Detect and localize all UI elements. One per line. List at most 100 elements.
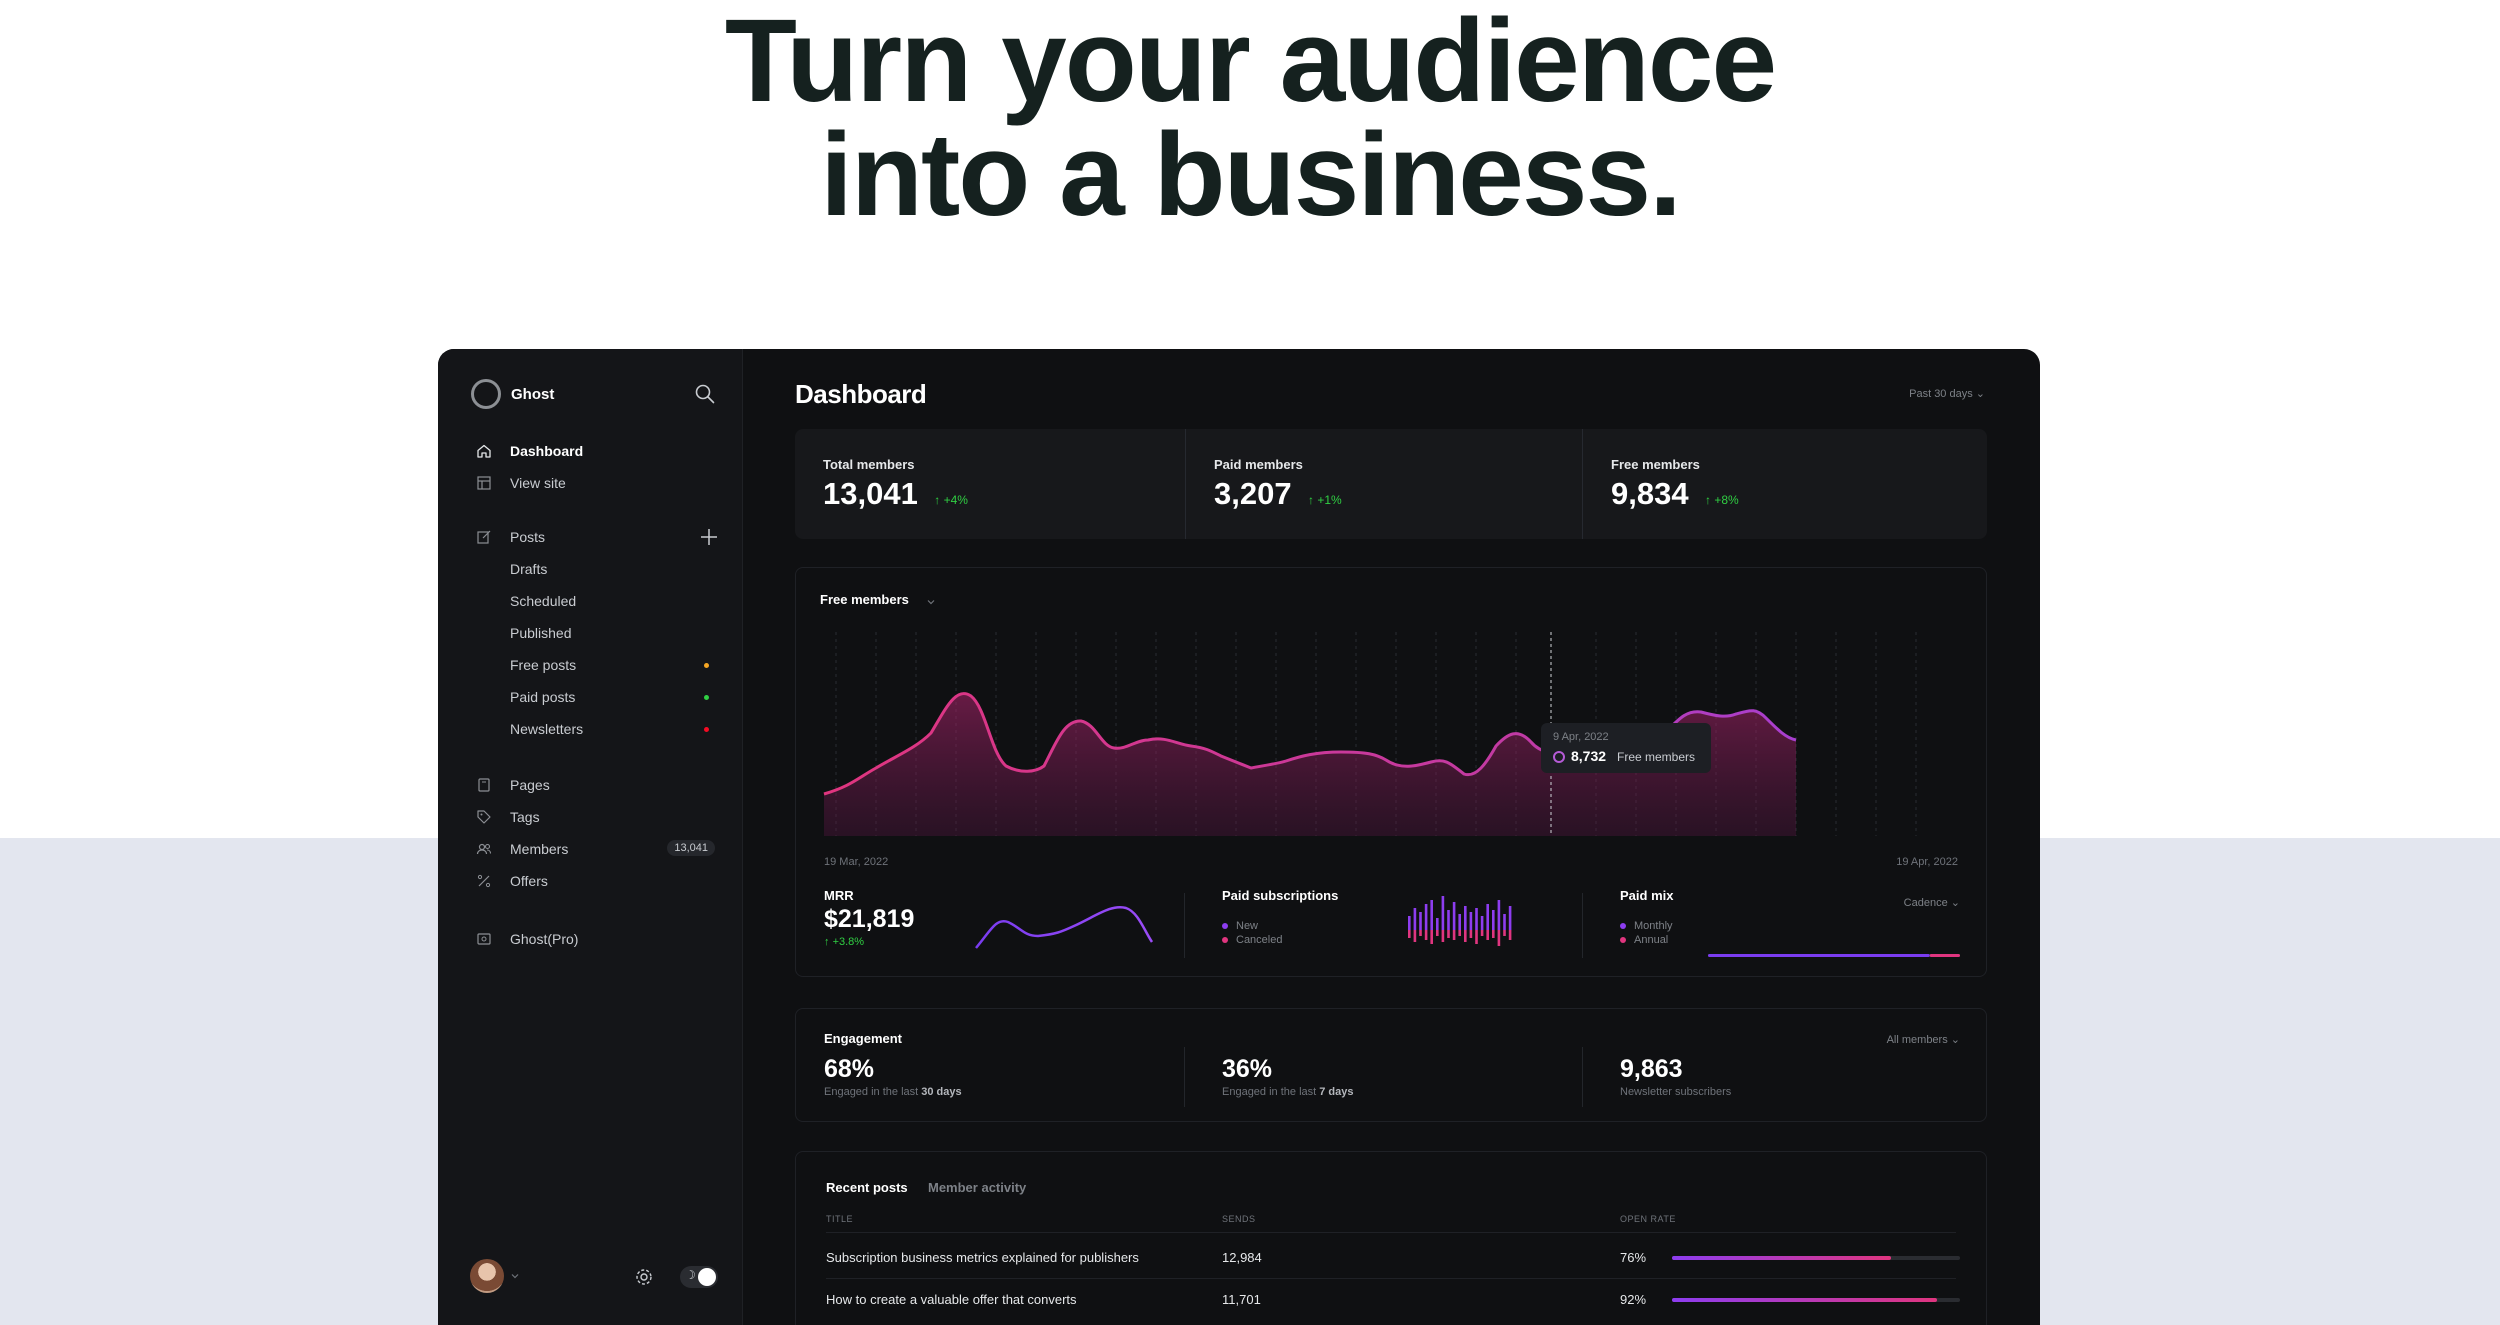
sidebar-item-label: Ghost(Pro) xyxy=(510,931,579,947)
column-header-open-rate: OPEN RATE xyxy=(1620,1214,1676,1224)
stat-delta-value: +4% xyxy=(943,493,968,507)
caption-text: Engaged in the last xyxy=(1222,1086,1320,1098)
newsletter-subscribers[interactable]: 9,863 Newsletter subscribers xyxy=(1620,1055,1731,1098)
engagement-value: 9,863 xyxy=(1620,1055,1683,1083)
sidebar-item-free-posts[interactable]: Free posts xyxy=(476,649,721,681)
sidebar-item-view-site[interactable]: View site xyxy=(476,467,721,499)
chevron-down-icon[interactable] xyxy=(510,1271,520,1281)
sidebar-item-pages[interactable]: Pages xyxy=(476,769,721,801)
sidebar-item-ghost-pro[interactable]: Ghost(Pro) xyxy=(476,923,721,955)
cadence-label: Cadence xyxy=(1903,897,1948,909)
date-range-label: Past 30 days xyxy=(1909,388,1973,400)
cadence-select[interactable]: Cadence ⌄ xyxy=(1904,896,1960,909)
caption-bold: 7 days xyxy=(1319,1086,1354,1098)
subs-bar-new xyxy=(1447,910,1450,930)
legend-label: Monthly xyxy=(1634,920,1673,932)
date-range-select[interactable]: Past 30 days ⌄ xyxy=(1909,387,1985,400)
engagement-value: 36% xyxy=(1222,1055,1273,1083)
sidebar-item-members[interactable]: Members 13,041 xyxy=(476,833,721,865)
ghost-pro-icon xyxy=(477,933,491,945)
home-icon xyxy=(477,444,491,458)
free-members-chart[interactable] xyxy=(796,568,1988,978)
open-rate-bar xyxy=(1672,1256,1960,1260)
divider xyxy=(1184,1047,1185,1107)
sidebar-item-posts[interactable]: Posts xyxy=(476,521,721,553)
paid-subscriptions-metric[interactable]: Paid subscriptions New Canceled xyxy=(1222,888,1338,960)
paid-subs-title: Paid subscriptions xyxy=(1222,888,1339,903)
plus-icon[interactable] xyxy=(699,527,719,547)
paid-subs-bars xyxy=(1408,896,1512,946)
theme-toggle[interactable]: ☽ xyxy=(680,1266,718,1288)
stat-total-members[interactable]: Total members 13,041 ↑ +4% xyxy=(795,429,1185,539)
tooltip-value: 8,732 xyxy=(1571,748,1607,764)
engagement-caption: Engaged in the last 7 days xyxy=(1222,1086,1354,1098)
gear-icon[interactable] xyxy=(634,1267,654,1287)
column-header-title: TITLE xyxy=(826,1214,854,1224)
sidebar-item-offers[interactable]: Offers xyxy=(476,865,721,897)
sidebar-item-paid-posts[interactable]: Paid posts xyxy=(476,681,721,713)
status-dot xyxy=(704,727,709,732)
subs-bar-canceled xyxy=(1430,930,1433,944)
toggle-knob xyxy=(698,1268,716,1286)
subs-bar-new xyxy=(1497,900,1501,930)
sidebar-item-label: Offers xyxy=(510,873,548,889)
search-icon[interactable] xyxy=(694,383,716,405)
column-header-sends: SENDS xyxy=(1222,1214,1256,1224)
subs-bar-new xyxy=(1419,912,1422,930)
subs-bar-new xyxy=(1408,916,1411,930)
subs-bar-canceled xyxy=(1458,930,1461,936)
engagement-card: Engagement All members ⌄ 68% Engaged in … xyxy=(795,1008,1987,1122)
brand-name: Ghost xyxy=(511,385,555,403)
chevron-down-icon: ⌄ xyxy=(1975,388,1985,400)
sidebar-item-tags[interactable]: Tags xyxy=(476,801,721,833)
subs-bar-new xyxy=(1492,910,1495,930)
sidebar-item-dashboard[interactable]: Dashboard xyxy=(476,435,721,467)
engagement-filter-select[interactable]: All members ⌄ xyxy=(1887,1033,1960,1046)
post-sends: 12,984 xyxy=(1222,1250,1262,1265)
avatar[interactable] xyxy=(470,1259,504,1293)
stat-value: 13,041 xyxy=(823,476,918,511)
sidebar-item-drafts[interactable]: Drafts xyxy=(476,553,721,585)
chart-date-start: 19 Mar, 2022 xyxy=(824,856,889,868)
page-icon xyxy=(478,778,490,792)
table-row[interactable]: Subscription business metrics explained … xyxy=(796,1238,1986,1278)
post-sends: 11,701 xyxy=(1222,1292,1261,1307)
engagement-7-days[interactable]: 36% Engaged in the last 7 days xyxy=(1222,1055,1354,1098)
stat-free-members[interactable]: Free members 9,834 ↑ +8% xyxy=(1582,429,1972,539)
chart-area xyxy=(824,693,1796,836)
post-title: How to create a valuable offer that conv… xyxy=(826,1292,1077,1307)
engagement-30-days[interactable]: 68% Engaged in the last 30 days xyxy=(824,1055,962,1098)
nav-main: Dashboard View site xyxy=(476,435,721,499)
open-rate-bar-fill xyxy=(1672,1256,1891,1260)
stat-value: 9,834 xyxy=(1611,476,1689,511)
table-row[interactable]: How to create a valuable offer that conv… xyxy=(796,1280,1986,1320)
subs-bar-new xyxy=(1480,916,1484,930)
tooltip-label: Free members xyxy=(1617,750,1696,764)
nav-pro: Ghost(Pro) xyxy=(476,923,721,955)
brand[interactable]: Ghost xyxy=(471,379,554,409)
subs-bar-canceled xyxy=(1436,930,1439,936)
divider xyxy=(1582,893,1583,958)
sidebar-item-published[interactable]: Published xyxy=(476,617,721,649)
legend-dot xyxy=(1620,923,1626,929)
tab-member-activity[interactable]: Member activity xyxy=(928,1180,1027,1195)
sidebar-item-scheduled[interactable]: Scheduled xyxy=(476,585,721,617)
tab-recent-posts[interactable]: Recent posts xyxy=(826,1180,908,1195)
mrr-metric[interactable]: MRR $21,819 ↑ +3.8% xyxy=(824,888,914,960)
subs-bar-new xyxy=(1464,906,1467,930)
hero: Turn your audience into a business. xyxy=(0,0,2500,234)
chevron-down-icon[interactable] xyxy=(926,597,936,607)
engagement-caption: Engaged in the last 30 days xyxy=(824,1086,962,1098)
stat-paid-members[interactable]: Paid members 3,207 ↑ +1% xyxy=(1185,429,1575,539)
sidebar-item-label: Free posts xyxy=(510,657,577,673)
ghost-logo-icon xyxy=(471,379,501,409)
chart-tooltip: 9 Apr, 2022 8,732 Free members xyxy=(1541,723,1711,773)
chart-title[interactable]: Free members xyxy=(820,592,909,607)
subs-bar-new xyxy=(1424,904,1428,930)
subs-bar-canceled xyxy=(1492,930,1495,938)
paid-mix-metric[interactable]: Paid mix Monthly Annual xyxy=(1620,888,1673,960)
subs-bar-new xyxy=(1469,912,1473,930)
sidebar-item-newsletters[interactable]: Newsletters xyxy=(476,713,721,745)
chevron-down-icon: ⌄ xyxy=(1950,1034,1960,1046)
mrr-title: MRR xyxy=(824,888,854,903)
